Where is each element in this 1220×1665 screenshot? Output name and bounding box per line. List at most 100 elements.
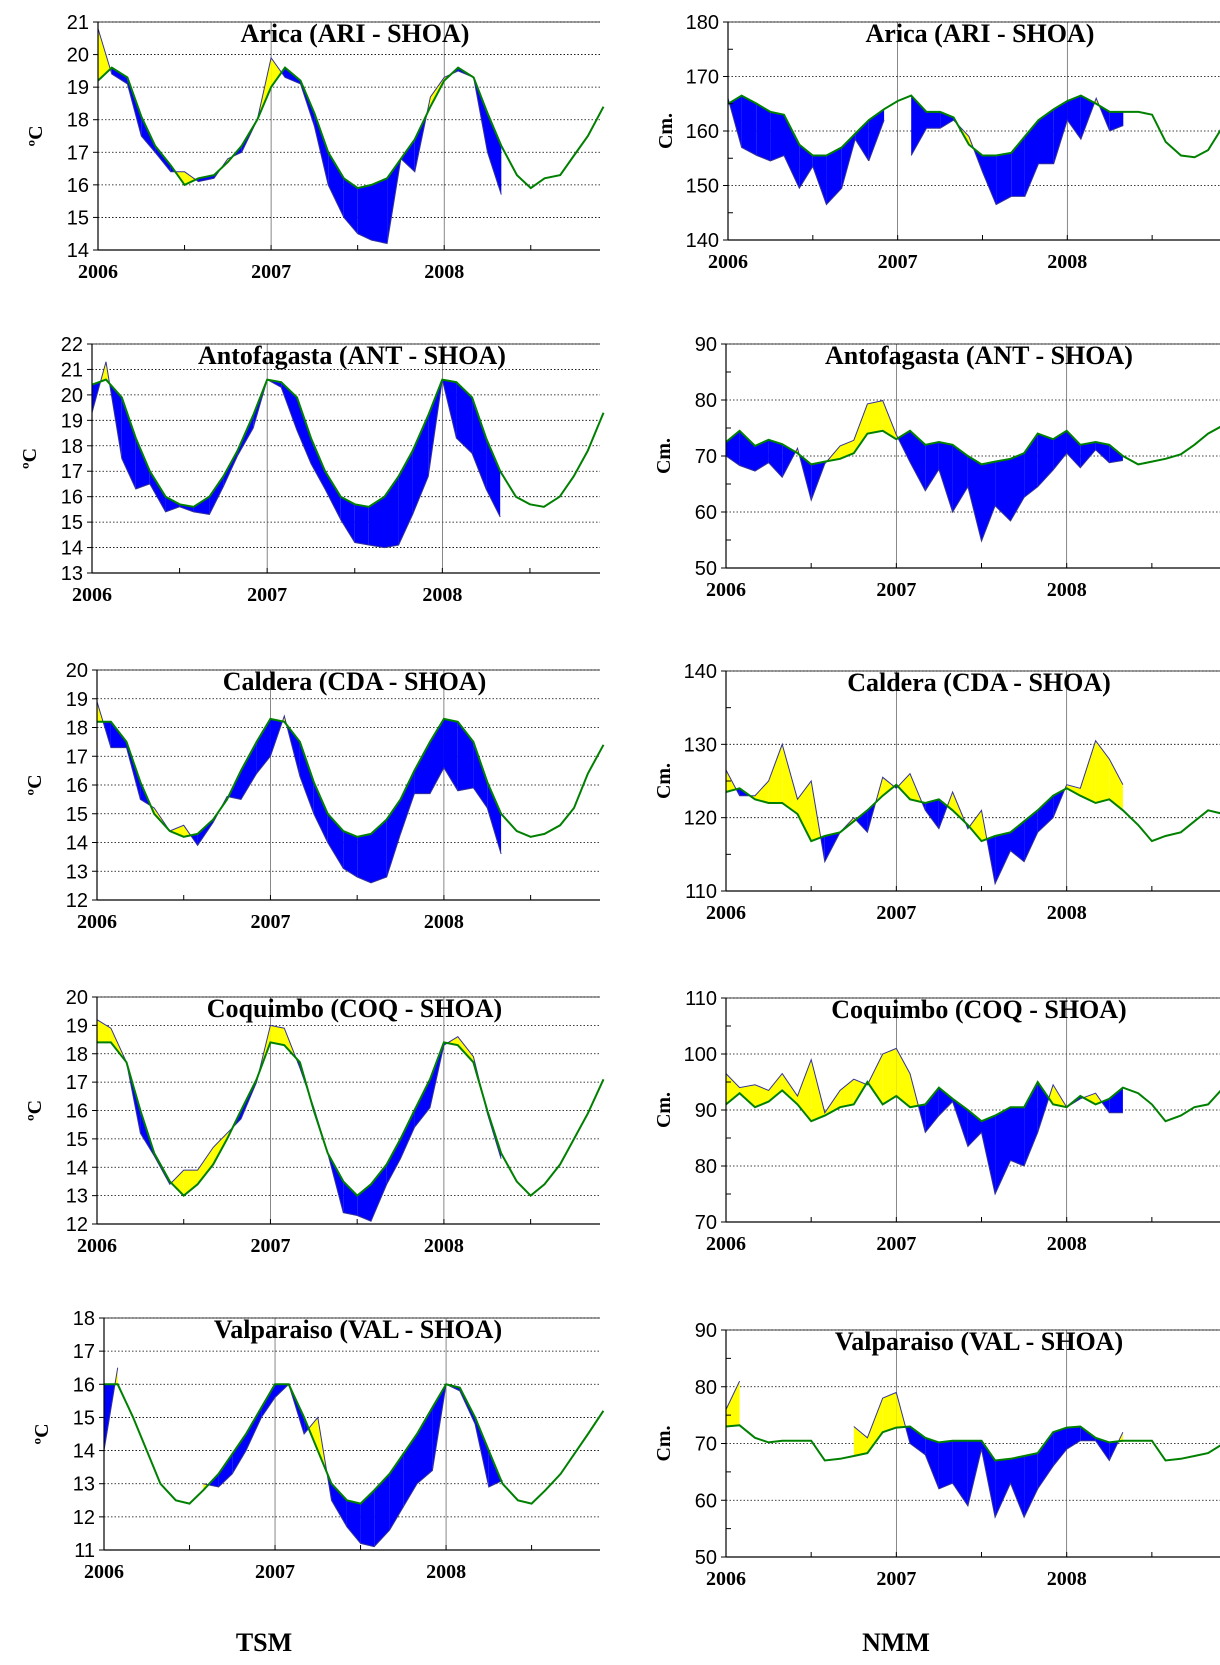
- y-tick-label: 20: [66, 660, 88, 682]
- negative-anomaly-area: [473, 741, 488, 808]
- y-tick-label: 18: [66, 1044, 88, 1066]
- x-tick-label: 2008: [1047, 579, 1087, 601]
- y-tick-label: 20: [66, 987, 88, 1009]
- negative-anomaly-area: [1080, 442, 1096, 468]
- negative-anomaly-area: [1066, 430, 1081, 468]
- positive-anomaly-area: [755, 781, 769, 803]
- negative-anomaly-area: [1109, 111, 1124, 131]
- x-tick-label: 2007: [876, 1568, 916, 1590]
- y-tick-label: 12: [66, 1214, 88, 1236]
- positive-anomaly-area: [1080, 740, 1096, 803]
- negative-anomaly-area: [241, 741, 257, 800]
- chart-panel-3: 50 60 70 80 90 2006 2007 2008 Cm. Antofagasta (AN…: [653, 334, 1220, 601]
- y-tick-label: 14: [66, 1157, 88, 1179]
- x-tick-label: 2006: [706, 579, 746, 601]
- negative-anomaly-area: [925, 1087, 939, 1133]
- negative-anomaly-area: [246, 1407, 262, 1451]
- negative-anomaly-area: [371, 178, 388, 244]
- y-axis-label: ºC: [19, 448, 41, 469]
- y-axis-label: ºC: [24, 1100, 46, 1121]
- positive-anomaly-area: [197, 1147, 214, 1185]
- chart-title: Caldera (CDA - SHOA): [223, 667, 487, 696]
- negative-anomaly-area: [111, 67, 128, 84]
- observed-series-line: [910, 96, 1124, 206]
- negative-anomaly-area: [995, 458, 1011, 521]
- negative-anomaly-area: [414, 741, 430, 794]
- x-tick-label: 2007: [255, 1561, 295, 1583]
- positive-anomaly-area: [896, 1048, 910, 1108]
- y-tick-label: 15: [66, 804, 88, 826]
- x-tick-label: 2007: [247, 584, 287, 606]
- x-tick-label: 2008: [422, 584, 462, 606]
- positive-anomaly-area: [853, 403, 868, 454]
- y-tick-label: 110: [685, 988, 717, 1010]
- negative-anomaly-area: [784, 114, 800, 189]
- negative-anomaly-area: [1038, 109, 1054, 164]
- negative-anomaly-area: [995, 832, 1011, 884]
- negative-anomaly-area: [1066, 1426, 1081, 1450]
- chart-title: Coquimbo (COQ - SHOA): [831, 995, 1126, 1024]
- y-tick-label: 50: [695, 558, 717, 580]
- y-tick-label: 19: [66, 689, 88, 711]
- negative-anomaly-area: [121, 397, 136, 489]
- negative-anomaly-area: [299, 741, 314, 814]
- negative-anomaly-area: [1095, 442, 1110, 463]
- y-tick-label: 12: [73, 1507, 95, 1529]
- x-tick-label: 2008: [424, 1235, 464, 1257]
- y-tick-label: 13: [66, 1186, 88, 1208]
- negative-anomaly-area: [400, 1110, 415, 1159]
- x-tick-label: 2007: [876, 1233, 916, 1255]
- positive-anomaly-area: [98, 28, 111, 81]
- negative-anomaly-area: [910, 1426, 926, 1455]
- chart-title: Arica (ARI - SHOA): [241, 19, 470, 48]
- negative-anomaly-area: [135, 438, 150, 489]
- negative-anomaly-area: [313, 782, 328, 843]
- positive-anomaly-area: [726, 1381, 740, 1427]
- negative-anomaly-area: [925, 799, 939, 829]
- positive-anomaly-area: [183, 1170, 198, 1196]
- negative-anomaly-area: [911, 95, 927, 156]
- negative-anomaly-area: [925, 1437, 939, 1489]
- positive-anomaly-area: [270, 1025, 285, 1046]
- negative-anomaly-area: [1011, 136, 1025, 197]
- column-label-tsm: TSM: [235, 1628, 293, 1657]
- negative-anomaly-area: [799, 144, 813, 189]
- x-tick-label: 2006: [708, 251, 748, 273]
- chart-title: Caldera (CDA - SHOA): [847, 668, 1111, 697]
- negative-anomaly-area: [354, 504, 369, 545]
- y-tick-label: 80: [695, 390, 717, 412]
- negative-anomaly-area: [1010, 453, 1025, 521]
- negative-anomaly-area: [938, 442, 953, 512]
- y-tick-label: 90: [695, 1320, 717, 1342]
- y-tick-label: 15: [67, 207, 89, 229]
- negative-anomaly-area: [952, 444, 968, 512]
- y-tick-label: 11: [74, 1540, 95, 1562]
- y-axis-label: Cm.: [653, 763, 675, 799]
- positive-anomaly-area: [882, 1392, 897, 1433]
- negative-anomaly-area: [193, 496, 210, 515]
- positive-anomaly-area: [882, 777, 895, 796]
- negative-anomaly-area: [357, 833, 371, 883]
- positive-anomaly-area: [1109, 759, 1123, 811]
- negative-anomaly-area: [165, 496, 180, 512]
- negative-anomaly-area: [1024, 120, 1039, 197]
- negative-anomaly-area: [371, 819, 387, 883]
- negative-anomaly-area: [360, 1490, 375, 1547]
- positive-anomaly-area: [768, 744, 783, 803]
- y-tick-label: 17: [66, 1072, 88, 1094]
- y-axis-label: Cm.: [653, 1092, 675, 1128]
- negative-anomaly-area: [209, 476, 224, 515]
- negative-anomaly-area: [1037, 795, 1054, 833]
- negative-anomaly-area: [1024, 1453, 1038, 1518]
- positive-anomaly-area: [853, 1426, 868, 1456]
- negative-anomaly-area: [400, 770, 415, 834]
- negative-anomaly-area: [1053, 1427, 1067, 1467]
- negative-anomaly-area: [1037, 1432, 1054, 1489]
- y-tick-label: 70: [695, 1434, 717, 1456]
- y-tick-label: 60: [695, 1490, 717, 1512]
- negative-anomaly-area: [218, 1453, 233, 1487]
- negative-anomaly-area: [982, 155, 997, 205]
- negative-anomaly-area: [400, 139, 415, 172]
- y-axis-label: ºC: [25, 125, 47, 146]
- negative-anomaly-area: [756, 103, 771, 161]
